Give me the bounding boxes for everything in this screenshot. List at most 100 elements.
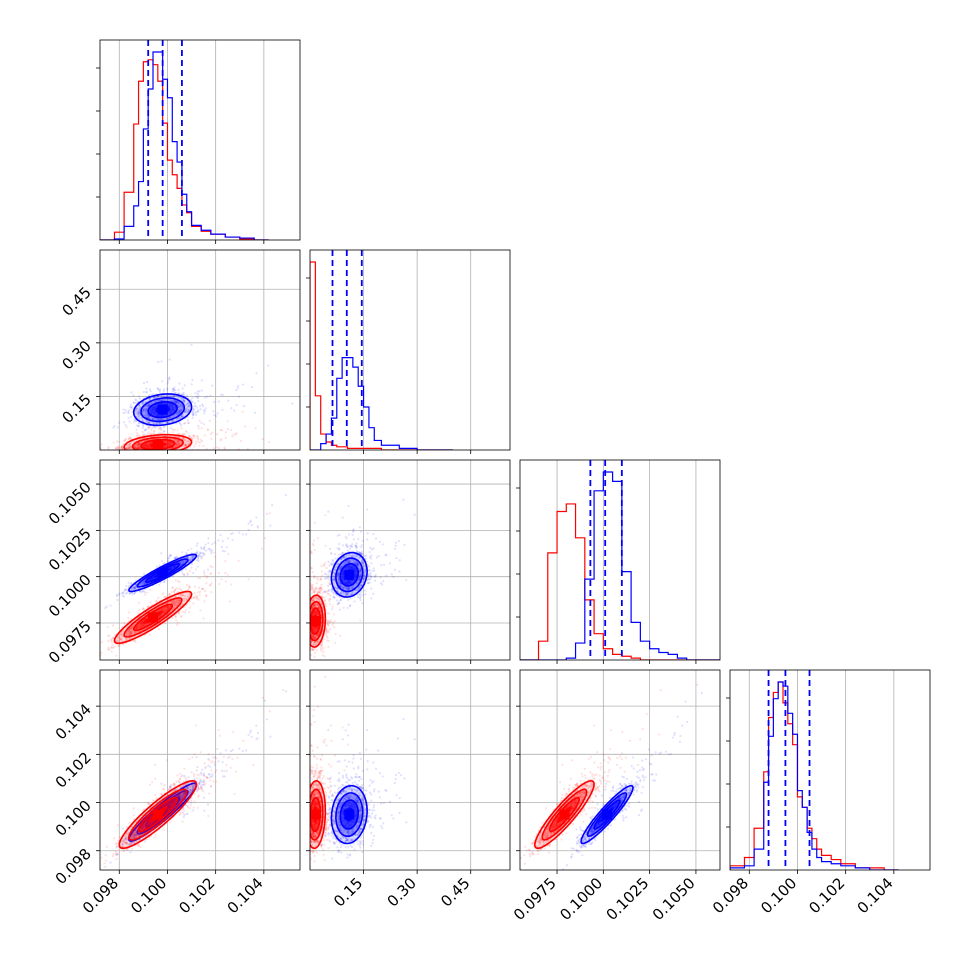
scatter-point [143,414,147,418]
scatter-point [196,555,199,558]
scatter-point [115,654,118,657]
y-tick-label: 0.45 [58,283,94,319]
scatter-point [204,589,207,593]
scatter-point [328,639,331,643]
scatter-point [165,417,168,420]
scatter-point [133,420,136,423]
scatter-point [145,387,148,390]
histograms [520,471,720,660]
scatter-point [179,598,182,601]
scatter-point [196,555,200,558]
scatter-point [319,578,322,581]
scatter-point [291,402,294,405]
scatter-point [138,442,141,445]
scatter-point [137,411,140,414]
scatter-point [135,399,138,402]
scatter-point [176,435,179,438]
scatter-point [315,603,318,606]
scatter-point [191,416,194,419]
scatter-point [255,516,258,519]
scatter-point [122,590,125,593]
scatter-point [177,417,180,420]
scatter-point [138,408,141,411]
scatter-point [115,594,119,598]
scatter-point [125,637,128,641]
scatter-point [174,445,177,448]
scatter-point [224,571,227,574]
scatter-point [205,576,208,579]
scatter-point [176,623,179,627]
scatter-point [136,447,139,450]
scatter-point [175,412,179,415]
scatter-point [177,587,181,590]
scatter-point [310,586,313,589]
scatter-point [177,580,180,583]
scatter-point [191,378,194,382]
scatter-point [310,609,312,613]
scatter-point [129,445,133,448]
scatter-point [127,437,131,441]
scatter-point [137,442,140,445]
scatter-point [205,594,208,598]
scatter-point [198,390,201,393]
scatter-point [193,585,196,588]
scatter-point [196,435,199,438]
scatter-point [137,601,141,604]
scatter-point [175,442,179,445]
scatter-point [191,400,194,403]
scatter-point [178,436,181,439]
scatter-point [132,394,135,397]
scatter-point [234,433,237,436]
scatter-point [211,384,214,387]
scatter-point [219,429,222,432]
joint-content [100,343,304,450]
scatter-point [178,600,181,603]
scatter-point [180,393,184,396]
ticks [96,67,265,244]
scatter-point [147,605,150,608]
scatter-point [163,394,166,397]
scatter-point [148,426,151,429]
scatter-point [201,405,205,408]
scatter-point [165,602,168,605]
scatter-point [151,427,154,430]
scatter-point [136,443,139,446]
scatter-point [302,446,304,448]
scatter-point [196,565,199,568]
scatter-point [117,645,120,648]
scatter-point [313,604,317,607]
scatter-point [320,583,323,587]
scatter-point [312,544,315,547]
scatter-point [118,421,121,424]
scatter-point [187,405,190,408]
scatter-point [176,411,179,414]
scatter-point [184,443,187,446]
scatter-point [136,443,140,446]
scatter-point [331,623,334,626]
scatter-point [195,544,198,547]
scatter-point [158,564,161,567]
scatter-point [130,415,133,418]
scatter-point [125,638,128,641]
scatter-point [209,549,212,552]
scatter-point [142,589,145,592]
scatter-red [100,512,271,657]
scatter-point [137,442,141,445]
scatter-point [144,408,148,411]
scatter-point [116,639,120,643]
scatter-point [184,421,187,425]
scatter-point [135,412,138,415]
scatter-point [175,441,178,444]
scatter-point [136,443,140,446]
scatter-point [265,512,269,515]
scatter-point [128,447,131,450]
scatter-point [226,573,229,576]
scatter-point [138,590,141,594]
histograms [310,261,453,450]
scatter-point [141,410,144,413]
scatter-point [312,598,315,601]
scatter-point [177,448,180,450]
scatter-point [173,389,176,392]
scatter-point [244,425,247,428]
scatter-point [146,413,149,417]
